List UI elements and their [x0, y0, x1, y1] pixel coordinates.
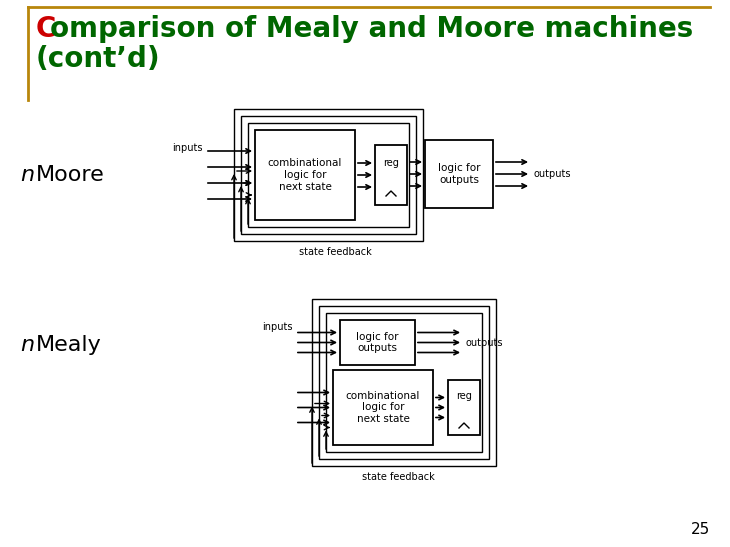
Text: outputs: outputs [534, 169, 572, 179]
Text: reg: reg [383, 158, 399, 168]
Text: inputs: inputs [172, 143, 203, 153]
Text: 25: 25 [691, 522, 710, 537]
Text: inputs: inputs [263, 323, 293, 333]
Text: logic for
outputs: logic for outputs [356, 331, 399, 353]
Bar [375, 145, 407, 205]
Text: outputs: outputs [466, 337, 504, 347]
Bar [234, 109, 423, 241]
Text: Mealy: Mealy [36, 335, 101, 355]
Text: n: n [20, 165, 34, 185]
Text: omparison of Mealy and Moore machines: omparison of Mealy and Moore machines [50, 15, 693, 43]
Text: state feedback: state feedback [299, 247, 372, 257]
Bar [448, 380, 480, 435]
Text: state feedback: state feedback [361, 472, 434, 482]
Text: combinational
logic for
next state: combinational logic for next state [268, 159, 342, 191]
Text: C: C [36, 15, 56, 43]
Text: Moore: Moore [36, 165, 104, 185]
Text: reg: reg [456, 391, 472, 401]
Bar [326, 313, 482, 452]
Bar [241, 116, 416, 234]
Text: combinational
logic for
next state: combinational logic for next state [346, 391, 420, 424]
Bar [312, 299, 496, 466]
Bar [255, 130, 355, 220]
Text: n: n [20, 335, 34, 355]
Bar [319, 306, 489, 459]
Text: logic for
outputs: logic for outputs [438, 163, 480, 185]
Bar [248, 123, 409, 227]
Bar [425, 140, 493, 208]
Bar [340, 320, 415, 365]
Bar [333, 370, 433, 445]
Text: (cont’d): (cont’d) [36, 45, 161, 73]
